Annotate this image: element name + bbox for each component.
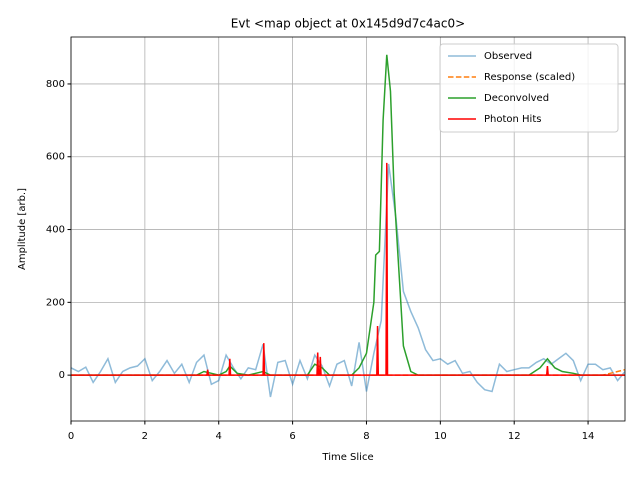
y-tick-label: 800 <box>46 79 65 90</box>
legend-label: Deconvolved <box>484 93 549 104</box>
y-tick-label: 0 <box>59 370 65 381</box>
x-tick-label: 12 <box>508 431 521 442</box>
y-axis-label: Amplitude [arb.] <box>17 188 28 270</box>
x-tick-label: 10 <box>434 431 447 442</box>
series-line <box>71 163 625 398</box>
series-line <box>71 162 625 376</box>
x-axis-label: Time Slice <box>321 452 373 463</box>
legend-box <box>439 43 619 133</box>
y-tick-label: 200 <box>46 297 65 308</box>
series-line <box>71 368 625 376</box>
x-tick-label: 6 <box>289 431 295 442</box>
legend-label: Response (scaled) <box>484 72 575 83</box>
x-tick-label: 0 <box>68 431 74 442</box>
legend-label: Observed <box>484 51 532 62</box>
x-tick-label: 8 <box>363 431 369 442</box>
chart-title: Evt <map object at 0x145d9d7c4ac0> <box>231 17 465 31</box>
x-tick-label: 14 <box>582 431 595 442</box>
legend-label: Photon Hits <box>484 114 541 125</box>
y-tick-label: 400 <box>46 225 65 236</box>
x-tick-label: 4 <box>216 431 222 442</box>
y-tick-label: 600 <box>46 152 65 163</box>
axes-frame <box>70 36 626 422</box>
x-tick-label: 2 <box>142 431 148 442</box>
series-line <box>71 54 625 376</box>
